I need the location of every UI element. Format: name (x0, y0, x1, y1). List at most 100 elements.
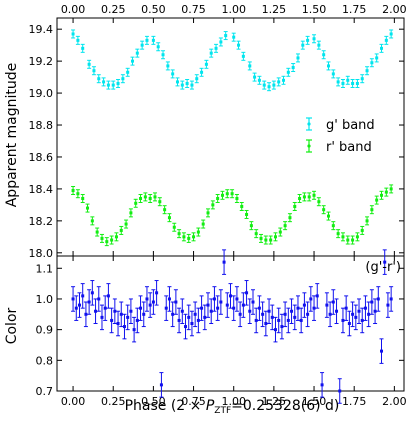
data-point (340, 232, 345, 242)
data-point (177, 229, 182, 239)
data-point (281, 75, 286, 85)
x-tick-label-top: 0.00 (61, 3, 86, 16)
magnitude-panel: 0.00 0.25 0.50 0.75 1.00 1.25 1.50 1.75 2.00 18.0… (29, 3, 407, 260)
data-point (181, 232, 186, 242)
data-point (148, 292, 153, 318)
data-point (157, 197, 162, 207)
data-point (109, 307, 114, 334)
data-point (167, 213, 172, 223)
data-point (321, 50, 326, 60)
data-point (91, 66, 96, 76)
data-point (286, 307, 291, 334)
data-point (223, 31, 228, 41)
data-point (287, 213, 292, 223)
data-point (259, 233, 264, 243)
data-point (101, 77, 106, 87)
y-tick-label: 18.6 (29, 151, 54, 164)
data-point (263, 235, 268, 245)
data-point (270, 304, 275, 331)
data-point (220, 190, 225, 200)
data-point (196, 307, 201, 334)
data-point (122, 313, 127, 340)
data-point (119, 225, 124, 235)
data-point (389, 286, 394, 312)
y-tick-label: 0.8 (36, 354, 54, 367)
data-point (273, 316, 278, 343)
data-point (185, 78, 190, 88)
data-point (334, 298, 339, 324)
data-point (257, 75, 262, 85)
data-point (128, 298, 133, 324)
data-point (95, 227, 100, 237)
x-tick-label-top: 1.75 (342, 3, 367, 16)
data-point (278, 227, 283, 237)
data-point (312, 190, 317, 200)
data-point (373, 298, 378, 324)
plot-frame (56, 17, 405, 257)
data-point (384, 35, 389, 45)
legend-entry-g-band: g' band (306, 117, 375, 133)
data-point (360, 225, 365, 235)
x-tick-label-bottom: 1.00 (221, 395, 246, 408)
color-panel: 0.00 0.25 0.50 0.75 1.00 1.25 1.50 1.75 2.00 0.7 0… (36, 249, 407, 408)
data-point (152, 192, 157, 202)
data-point (170, 69, 175, 79)
data-point (177, 307, 182, 334)
data-point (360, 74, 365, 84)
y-axis-label-magnitude: Apparent magnitude (4, 63, 20, 208)
data-point (87, 59, 92, 69)
y-tick-label: 18.8 (29, 119, 54, 132)
data-point (369, 289, 374, 315)
data-point (218, 289, 223, 315)
data-point (138, 295, 143, 321)
data-point (180, 80, 185, 90)
data-point (295, 295, 300, 321)
data-point (209, 48, 214, 58)
data-point (151, 289, 156, 315)
data-point (135, 307, 140, 334)
data-point (186, 304, 191, 331)
data-point (276, 77, 281, 87)
x-tick-label-top: 1.50 (302, 3, 327, 16)
data-point (345, 235, 350, 245)
data-point (268, 235, 273, 245)
data-point (180, 298, 185, 324)
data-point (112, 298, 117, 324)
y-tick-label: 1.0 (36, 293, 54, 306)
data-point (244, 280, 249, 306)
data-point (350, 235, 355, 245)
plot-frame (56, 255, 405, 392)
data-point (199, 67, 204, 77)
y-tick-label: 19.4 (29, 23, 54, 36)
data-point (263, 310, 268, 337)
data-point (125, 304, 130, 331)
data-point (312, 34, 317, 44)
data-point (273, 232, 278, 242)
data-point (144, 35, 149, 45)
data-point (369, 58, 374, 68)
data-point (363, 295, 368, 321)
data-point (291, 63, 296, 73)
data-point (87, 289, 92, 315)
data-point (379, 43, 384, 53)
data-point (344, 295, 349, 321)
data-point (151, 35, 156, 45)
data-point (247, 61, 252, 71)
data-point (75, 35, 80, 45)
data-point (299, 307, 304, 334)
x-tick-label-top: 2.00 (382, 3, 407, 16)
legend-label-g-band: g' band (326, 118, 375, 133)
y-tick-label: 0.9 (36, 324, 54, 337)
x-tick-label-bottom: 0.00 (61, 395, 86, 408)
data-point (365, 66, 370, 76)
y-tick-label: 18.0 (29, 247, 54, 260)
data-point (320, 372, 325, 398)
legend: g' band r' band (306, 117, 375, 155)
data-point (300, 40, 305, 50)
data-point (225, 292, 230, 318)
data-point (384, 187, 389, 197)
data-point (93, 298, 98, 324)
data-point (321, 205, 326, 215)
